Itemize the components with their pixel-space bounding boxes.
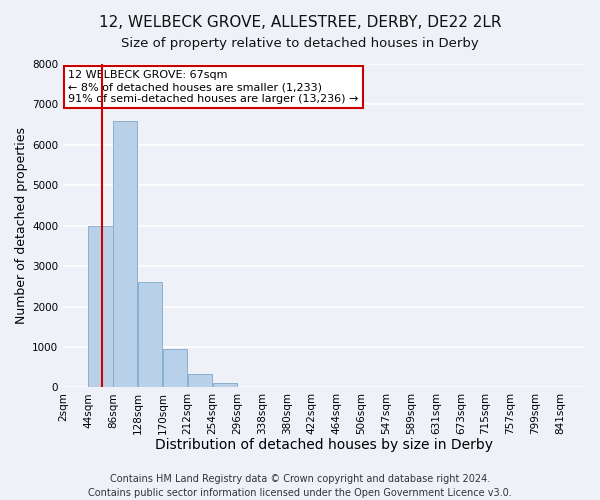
Y-axis label: Number of detached properties: Number of detached properties xyxy=(15,127,28,324)
Bar xyxy=(88,226,113,388)
X-axis label: Distribution of detached houses by size in Derby: Distribution of detached houses by size … xyxy=(155,438,493,452)
Bar xyxy=(138,282,163,388)
Text: 12, WELBECK GROVE, ALLESTREE, DERBY, DE22 2LR: 12, WELBECK GROVE, ALLESTREE, DERBY, DE2… xyxy=(99,15,501,30)
Text: 12 WELBECK GROVE: 67sqm
← 8% of detached houses are smaller (1,233)
91% of semi-: 12 WELBECK GROVE: 67sqm ← 8% of detached… xyxy=(68,70,359,104)
Text: Size of property relative to detached houses in Derby: Size of property relative to detached ho… xyxy=(121,38,479,51)
Text: Contains HM Land Registry data © Crown copyright and database right 2024.
Contai: Contains HM Land Registry data © Crown c… xyxy=(88,474,512,498)
Bar xyxy=(113,120,137,388)
Bar xyxy=(212,383,237,388)
Bar xyxy=(188,374,212,388)
Bar xyxy=(163,348,187,388)
